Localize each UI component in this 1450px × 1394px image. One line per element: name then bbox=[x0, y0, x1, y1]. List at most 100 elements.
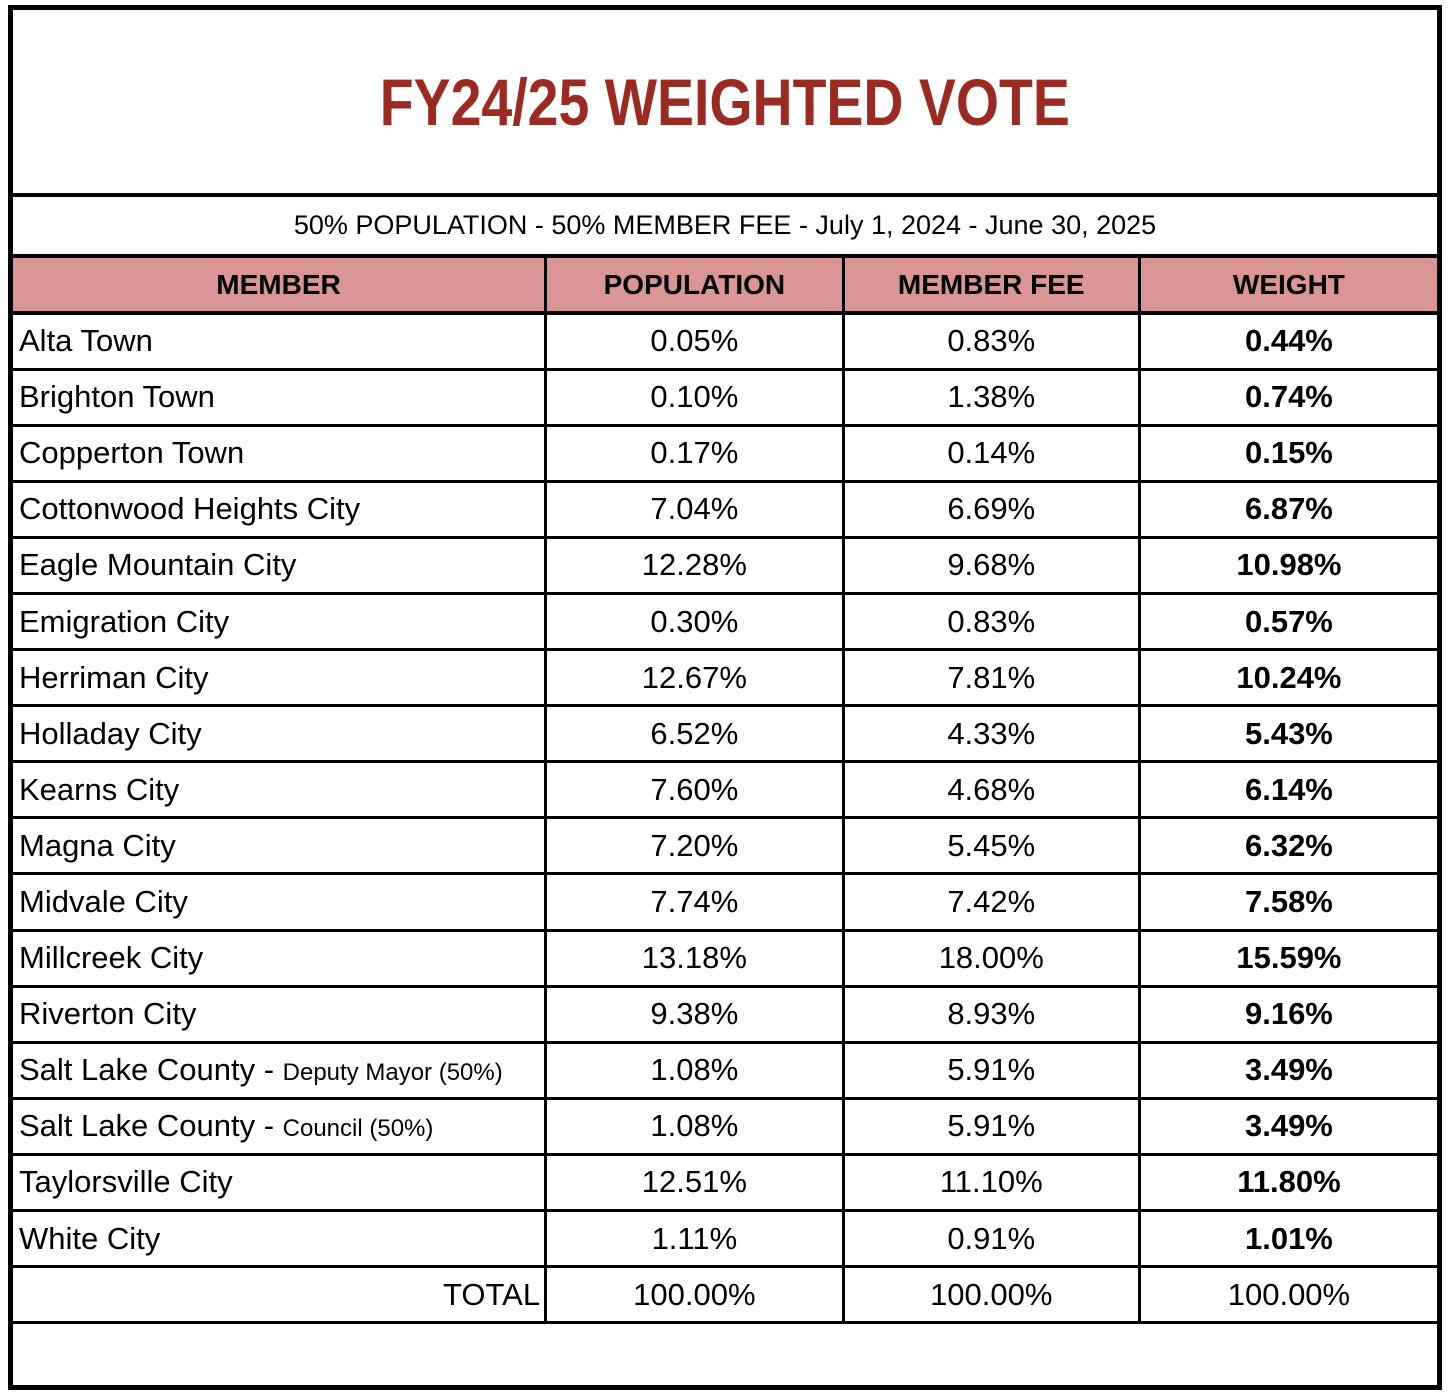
table-row: Copperton Town 0.17% 0.14% 0.15% bbox=[13, 423, 1437, 483]
table-row: Cottonwood Heights City 7.04% 6.69% 6.87… bbox=[13, 479, 1437, 539]
member-fee-cell: 4.33% bbox=[841, 704, 1141, 764]
total-weight-cell: 100.00% bbox=[1137, 1265, 1437, 1325]
column-header-member: MEMBER bbox=[13, 258, 548, 315]
weight-cell: 0.15% bbox=[1137, 423, 1437, 483]
column-header-member-fee: MEMBER FEE bbox=[841, 258, 1141, 315]
header-row: MEMBER POPULATION MEMBER FEE WEIGHT bbox=[13, 258, 1437, 315]
weighted-vote-table: MEMBER POPULATION MEMBER FEE WEIGHT Alta… bbox=[13, 258, 1437, 1325]
total-row: TOTAL 100.00% 100.00% 100.00% bbox=[13, 1265, 1437, 1325]
table-row: Salt Lake County - Deputy Mayor (50%) 1.… bbox=[13, 1040, 1437, 1100]
population-cell: 0.30% bbox=[544, 591, 845, 652]
population-cell: 12.67% bbox=[544, 648, 845, 708]
member-fee-cell: 4.68% bbox=[841, 760, 1141, 820]
member-name-cell: Holladay City bbox=[13, 704, 548, 764]
table-row: Eagle Mountain City 12.28% 9.68% 10.98% bbox=[13, 535, 1437, 595]
table-body: Alta Town 0.05% 0.83% 0.44% Brighton Tow… bbox=[13, 311, 1437, 1269]
member-name: Magna City bbox=[19, 827, 176, 863]
weight-cell: 6.14% bbox=[1137, 760, 1437, 820]
weight-cell: 3.49% bbox=[1137, 1040, 1437, 1100]
weight-cell: 0.57% bbox=[1137, 591, 1437, 652]
population-cell: 13.18% bbox=[544, 928, 845, 988]
member-name-cell: Cottonwood Heights City bbox=[13, 479, 548, 539]
member-fee-cell: 5.91% bbox=[841, 1040, 1141, 1100]
table-header: MEMBER POPULATION MEMBER FEE WEIGHT bbox=[13, 258, 1437, 315]
member-fee-cell: 5.45% bbox=[841, 816, 1141, 876]
member-fee-cell: 7.81% bbox=[841, 648, 1141, 708]
member-name: Emigration City bbox=[19, 603, 230, 639]
member-name-cell: Herriman City bbox=[13, 648, 548, 708]
table-row: Alta Town 0.05% 0.83% 0.44% bbox=[13, 311, 1437, 371]
weight-cell: 10.98% bbox=[1137, 535, 1437, 595]
member-fee-cell: 0.91% bbox=[841, 1208, 1141, 1269]
weight-cell: 6.32% bbox=[1137, 816, 1437, 876]
weight-cell: 7.58% bbox=[1137, 872, 1437, 932]
member-name: Millcreek City bbox=[19, 940, 204, 976]
total-label-cell: TOTAL bbox=[13, 1265, 548, 1325]
subtitle-block: 50% POPULATION - 50% MEMBER FEE - July 1… bbox=[13, 197, 1437, 258]
table-row: Holladay City 6.52% 4.33% 5.43% bbox=[13, 704, 1437, 764]
member-name-cell: Midvale City bbox=[13, 872, 548, 932]
member-name: Copperton Town bbox=[19, 435, 245, 471]
title-block: FY24/25 WEIGHTED VOTE bbox=[13, 10, 1437, 197]
member-name: Salt Lake County - bbox=[19, 1108, 283, 1144]
member-name-cell: White City bbox=[13, 1208, 548, 1269]
total-population-cell: 100.00% bbox=[544, 1265, 845, 1325]
member-fee-cell: 11.10% bbox=[841, 1152, 1141, 1213]
weight-cell: 0.44% bbox=[1137, 311, 1437, 371]
member-name: Riverton City bbox=[19, 996, 197, 1032]
member-name-suffix: Council (50%) bbox=[282, 1115, 434, 1143]
weight-cell: 5.43% bbox=[1137, 704, 1437, 764]
member-fee-cell: 7.42% bbox=[841, 872, 1141, 932]
member-name: White City bbox=[19, 1220, 161, 1256]
member-name-cell: Eagle Mountain City bbox=[13, 535, 548, 595]
population-cell: 0.10% bbox=[544, 367, 845, 427]
population-cell: 1.08% bbox=[544, 1040, 845, 1100]
member-name: Salt Lake County - bbox=[19, 1052, 283, 1088]
population-cell: 7.74% bbox=[544, 872, 845, 932]
member-name-cell: Kearns City bbox=[13, 760, 548, 820]
table-row: White City 1.11% 0.91% 1.01% bbox=[13, 1208, 1437, 1269]
member-fee-cell: 1.38% bbox=[841, 367, 1141, 427]
weighted-vote-sheet: FY24/25 WEIGHTED VOTE 50% POPULATION - 5… bbox=[8, 5, 1442, 1390]
population-cell: 9.38% bbox=[544, 984, 845, 1044]
member-name: Herriman City bbox=[19, 659, 209, 695]
table-row: Emigration City 0.30% 0.83% 0.57% bbox=[13, 591, 1437, 652]
weight-cell: 15.59% bbox=[1137, 928, 1437, 988]
member-name-cell: Salt Lake County - Council (50%) bbox=[13, 1096, 548, 1156]
member-name: Midvale City bbox=[19, 883, 188, 919]
member-fee-cell: 9.68% bbox=[841, 535, 1141, 595]
population-cell: 1.11% bbox=[544, 1208, 845, 1269]
member-fee-cell: 0.14% bbox=[841, 423, 1141, 483]
table-row: Riverton City 9.38% 8.93% 9.16% bbox=[13, 984, 1437, 1044]
member-fee-cell: 6.69% bbox=[841, 479, 1141, 539]
member-name: Alta Town bbox=[19, 323, 153, 359]
weight-cell: 11.80% bbox=[1137, 1152, 1437, 1213]
weight-cell: 1.01% bbox=[1137, 1208, 1437, 1269]
population-cell: 7.20% bbox=[544, 816, 845, 876]
population-cell: 0.05% bbox=[544, 311, 845, 371]
weight-cell: 9.16% bbox=[1137, 984, 1437, 1044]
member-name: Eagle Mountain City bbox=[19, 547, 297, 583]
table-row: Magna City 7.20% 5.45% 6.32% bbox=[13, 816, 1437, 876]
member-name-cell: Millcreek City bbox=[13, 928, 548, 988]
population-cell: 12.51% bbox=[544, 1152, 845, 1213]
table-row: Taylorsville City 12.51% 11.10% 11.80% bbox=[13, 1152, 1437, 1213]
population-cell: 7.04% bbox=[544, 479, 845, 539]
member-name-cell: Emigration City bbox=[13, 591, 548, 652]
member-name: Holladay City bbox=[19, 715, 202, 751]
member-name-cell: Alta Town bbox=[13, 311, 548, 371]
member-fee-cell: 5.91% bbox=[841, 1096, 1141, 1156]
population-cell: 1.08% bbox=[544, 1096, 845, 1156]
weight-cell: 0.74% bbox=[1137, 367, 1437, 427]
table-row: Kearns City 7.60% 4.68% 6.14% bbox=[13, 760, 1437, 820]
table-row: Midvale City 7.74% 7.42% 7.58% bbox=[13, 872, 1437, 932]
column-header-weight: WEIGHT bbox=[1137, 258, 1437, 315]
member-name-cell: Taylorsville City bbox=[13, 1152, 548, 1213]
table-row: Herriman City 12.67% 7.81% 10.24% bbox=[13, 648, 1437, 708]
member-name: Brighton Town bbox=[19, 379, 215, 415]
member-name: Cottonwood Heights City bbox=[19, 491, 361, 527]
member-fee-cell: 8.93% bbox=[841, 984, 1141, 1044]
member-name-cell: Salt Lake County - Deputy Mayor (50%) bbox=[13, 1040, 548, 1100]
member-name: Taylorsville City bbox=[19, 1164, 233, 1200]
